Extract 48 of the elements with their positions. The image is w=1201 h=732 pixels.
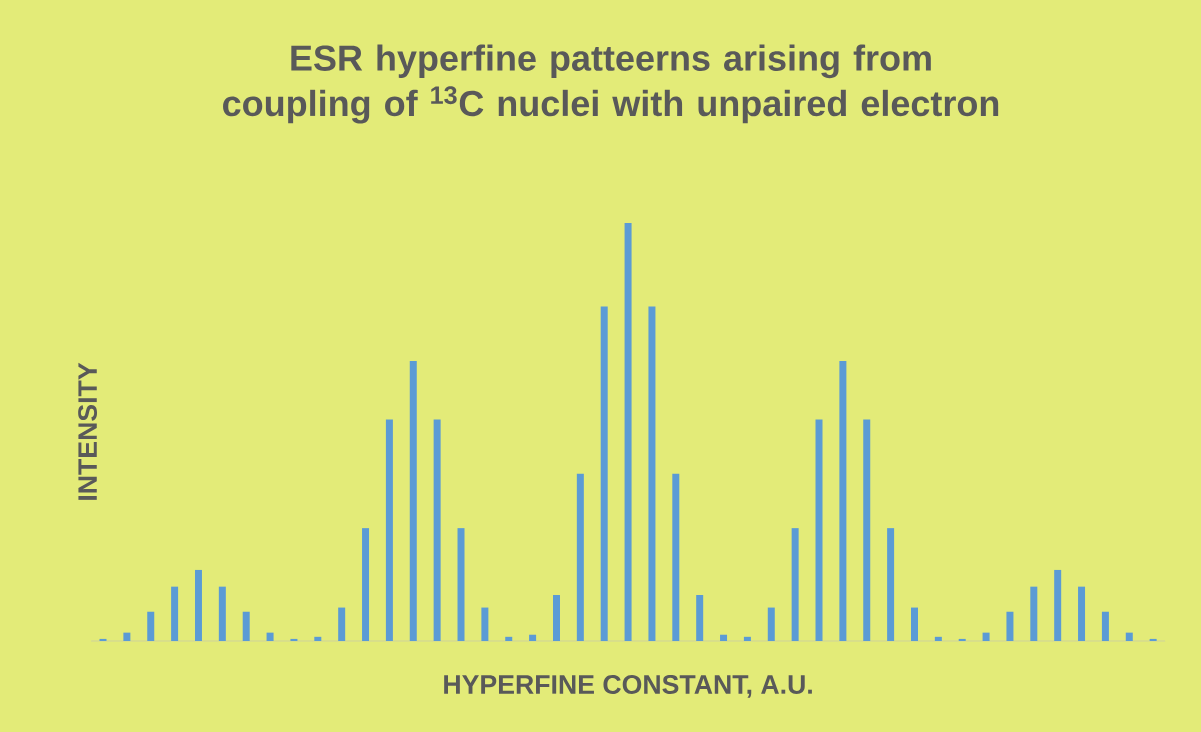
y-axis-title: INTENSITY	[78, 362, 98, 500]
bar	[887, 528, 895, 641]
bar	[194, 569, 202, 641]
bar	[910, 607, 918, 641]
bar	[720, 634, 728, 641]
bar	[147, 611, 155, 641]
bar	[242, 611, 250, 641]
bar	[863, 419, 871, 641]
bar	[743, 636, 751, 641]
bar	[576, 473, 584, 641]
chart-title: ESR hyperfine patteerns arising from coupling of $^{13}$C nuclei with unpaired electron	[223, 44, 999, 124]
bar	[672, 473, 680, 641]
bar	[529, 634, 537, 641]
bar	[791, 528, 799, 641]
bar	[171, 586, 179, 641]
bar	[1125, 632, 1133, 641]
bar	[1078, 586, 1086, 641]
bar	[600, 306, 608, 641]
bar	[362, 528, 370, 641]
bar	[624, 222, 632, 641]
bar	[314, 636, 322, 641]
bar	[982, 632, 990, 641]
bar	[1149, 638, 1157, 641]
bar	[1101, 611, 1109, 641]
bar	[552, 595, 560, 641]
bar	[409, 360, 417, 641]
bar	[481, 607, 489, 641]
bar	[433, 419, 441, 641]
bar	[1006, 611, 1014, 641]
bar	[815, 419, 823, 641]
bar	[338, 607, 346, 641]
bar	[99, 638, 107, 641]
bar	[123, 632, 131, 641]
bar	[385, 419, 393, 641]
bar	[1054, 569, 1062, 641]
bar	[958, 638, 966, 641]
bar	[767, 607, 775, 641]
bar	[648, 306, 656, 641]
bar	[266, 632, 274, 641]
bar	[457, 528, 465, 641]
bar	[1030, 586, 1038, 641]
bar	[934, 636, 942, 641]
bar	[505, 636, 513, 641]
bar	[290, 638, 298, 641]
bar	[696, 595, 704, 641]
x-axis-title: HYPERFINE CONSTANT, A.U.	[444, 675, 812, 698]
bar	[839, 360, 847, 641]
bar	[218, 586, 226, 641]
